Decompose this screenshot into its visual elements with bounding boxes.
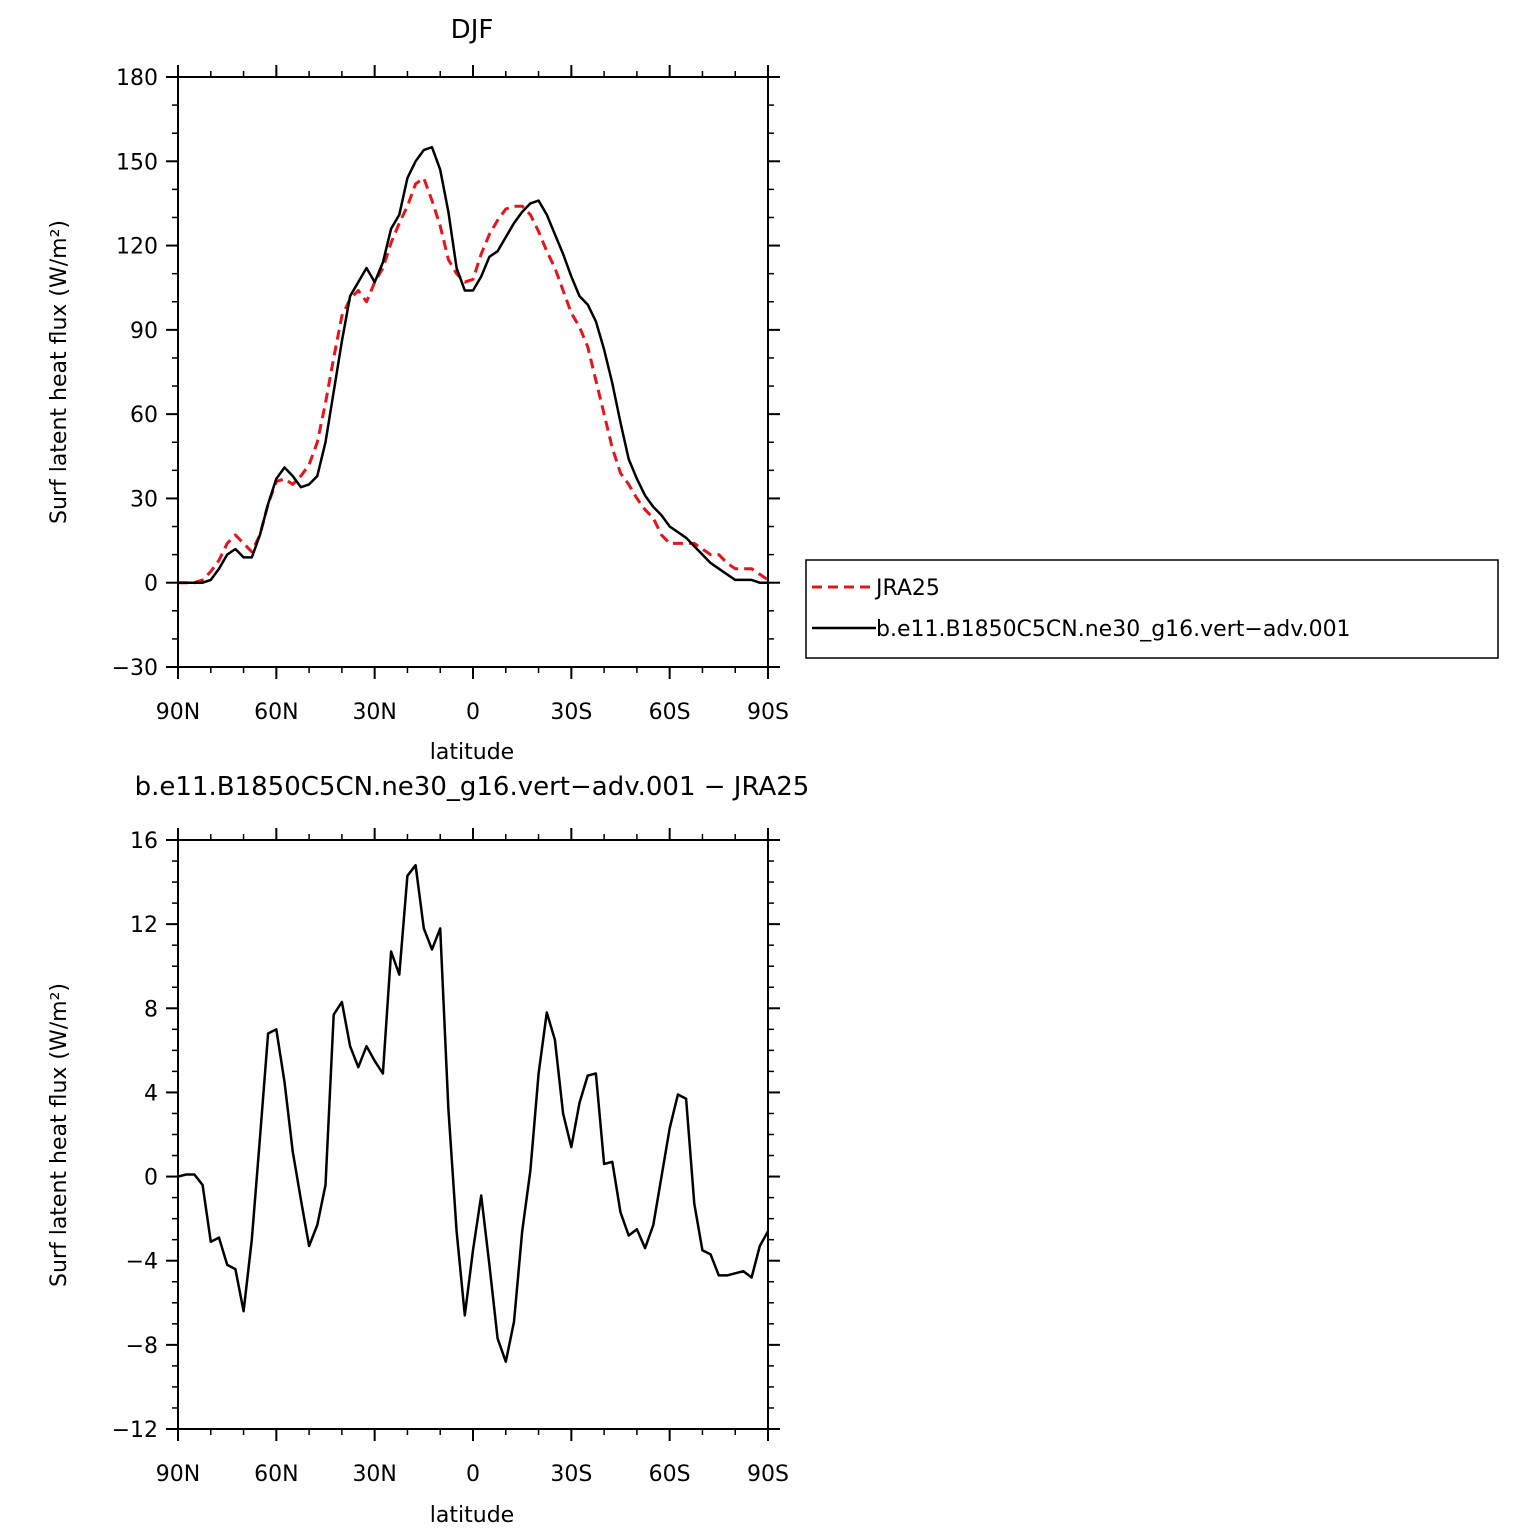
bottom-x-axis-label: latitude — [430, 1503, 514, 1528]
top-x-axis-label: latitude — [430, 740, 514, 765]
bottom-x-tick-label: 90S — [747, 1462, 789, 1487]
bottom-x-tick-label: 30N — [352, 1462, 396, 1487]
bottom-x-tick-label: 60N — [254, 1462, 298, 1487]
top-plot-frame — [177, 76, 769, 668]
top-y-tick-label: −30 — [112, 656, 158, 681]
top-plot-area: −30 0 30 60 90 120 150 180 90N 60N 30N 0 30S 60S 90S — [112, 65, 789, 725]
legend-label-jra25: JRA25 — [874, 576, 940, 601]
top-y-tick-label: 180 — [116, 66, 158, 91]
bottom-plot-frame — [177, 839, 769, 1430]
top-x-tick-label: 90S — [747, 700, 789, 725]
bottom-y-axis-label: Surf latent heat flux (W/m²) — [47, 983, 72, 1287]
bottom-x-tick-label: 30S — [550, 1462, 592, 1487]
bottom-y-tick-label: 8 — [144, 997, 158, 1022]
bottom-y-tick-label: −12 — [112, 1418, 158, 1443]
bottom-panel-title: b.e11.B1850C5CN.ne30_g16.vert−adv.001 − … — [135, 772, 810, 802]
legend-box — [805, 559, 1499, 659]
top-x-tick-label: 60N — [254, 700, 298, 725]
bottom-y-tick-label: −8 — [126, 1334, 158, 1359]
top-y-tick-label: 30 — [130, 487, 158, 512]
top-panel-title: DJF — [451, 15, 494, 45]
bottom-x-tick-label: 90N — [156, 1462, 200, 1487]
top-y-tick-label: 0 — [144, 572, 158, 597]
top-x-tick-label: 90N — [156, 700, 200, 725]
top-y-tick-label: 60 — [130, 403, 158, 428]
bottom-panel: b.e11.B1850C5CN.ne30_g16.vert−adv.001 − … — [47, 772, 809, 1528]
top-series-line-1 — [178, 145, 768, 584]
bottom-y-tick-label: 12 — [130, 913, 158, 938]
bottom-y-tick-label: 16 — [130, 829, 158, 854]
top-legend: JRA25 b.e11.B1850C5CN.ne30_g16.vert−adv.… — [805, 559, 1499, 659]
top-x-tick-label: 60S — [649, 700, 691, 725]
bottom-series-line-0 — [177, 863, 770, 1363]
top-y-axis-label: Surf latent heat flux (W/m²) — [47, 220, 72, 524]
legend-label-model: b.e11.B1850C5CN.ne30_g16.vert−adv.001 — [876, 617, 1351, 642]
bottom-y-tick-label: 0 — [144, 1166, 158, 1191]
bottom-x-tick-label: 0 — [466, 1462, 480, 1487]
top-x-tick-label: 30N — [352, 700, 396, 725]
top-y-tick-label: 120 — [116, 235, 158, 260]
top-series-line-0 — [178, 176, 769, 585]
top-x-tick-label: 30S — [550, 700, 592, 725]
bottom-y-tick-label: −4 — [126, 1250, 158, 1275]
bottom-x-tick-label: 60S — [649, 1462, 691, 1487]
top-panel: DJF −30 0 30 60 90 120 150 180 90N 60N 30N 0 30S 60S 9… — [47, 15, 1499, 765]
bottom-y-tick-label: 4 — [144, 1081, 158, 1106]
bottom-plot-area: −12 −8 −4 0 4 8 12 16 90N 60N 30N 0 30S 60S 90S — [112, 828, 789, 1487]
top-y-tick-label: 90 — [130, 319, 158, 344]
top-x-tick-label: 0 — [466, 700, 480, 725]
top-y-tick-label: 150 — [116, 150, 158, 175]
